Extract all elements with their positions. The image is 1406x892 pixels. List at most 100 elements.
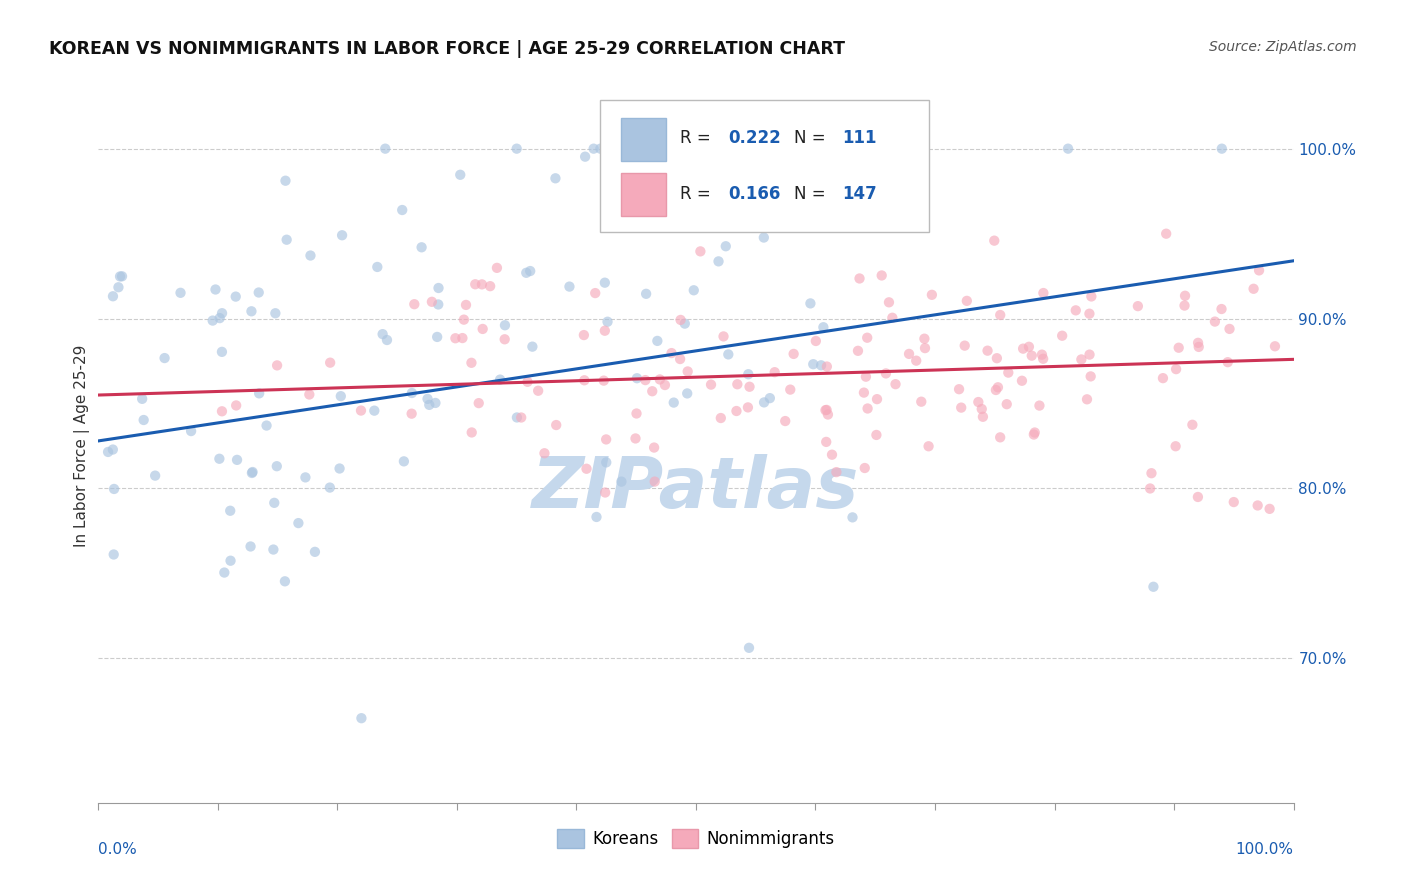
Point bbox=[219, 504, 242, 518]
Point bbox=[870, 268, 893, 283]
Point bbox=[1142, 580, 1164, 594]
Point bbox=[180, 424, 202, 438]
Point bbox=[1139, 482, 1161, 496]
FancyBboxPatch shape bbox=[620, 173, 666, 216]
Point bbox=[479, 279, 502, 293]
Point bbox=[995, 397, 1018, 411]
Point bbox=[471, 277, 494, 292]
Point bbox=[815, 359, 838, 374]
Point bbox=[263, 496, 285, 510]
Point bbox=[471, 322, 494, 336]
Point bbox=[825, 465, 848, 479]
Point bbox=[103, 548, 125, 562]
Point bbox=[219, 554, 242, 568]
Point bbox=[404, 297, 426, 311]
Point bbox=[319, 356, 342, 370]
Point bbox=[522, 340, 544, 354]
Point bbox=[725, 377, 748, 392]
Point bbox=[391, 202, 413, 217]
Point bbox=[1012, 342, 1035, 356]
Point bbox=[1174, 289, 1197, 303]
Point bbox=[593, 276, 616, 290]
Point bbox=[640, 169, 662, 183]
Point bbox=[759, 391, 782, 405]
Point bbox=[546, 417, 568, 432]
Point bbox=[810, 359, 832, 373]
Point bbox=[676, 364, 699, 378]
Point bbox=[330, 228, 353, 243]
Point bbox=[984, 383, 1007, 397]
Point bbox=[1011, 374, 1033, 388]
Point bbox=[453, 312, 475, 326]
Point bbox=[169, 285, 191, 300]
Point bbox=[856, 331, 879, 345]
Point bbox=[953, 338, 976, 352]
Point bbox=[132, 413, 155, 427]
Point bbox=[669, 313, 692, 327]
Point bbox=[544, 171, 567, 186]
Point bbox=[299, 248, 322, 262]
Point bbox=[1264, 339, 1286, 353]
Point bbox=[425, 396, 447, 410]
Point bbox=[1173, 299, 1195, 313]
Point bbox=[247, 386, 270, 401]
Point bbox=[898, 347, 921, 361]
Point bbox=[773, 414, 796, 428]
Point bbox=[972, 409, 994, 424]
Point bbox=[689, 244, 711, 259]
Point bbox=[1211, 142, 1233, 156]
Point bbox=[801, 357, 824, 371]
Point bbox=[201, 313, 224, 327]
Point bbox=[910, 394, 932, 409]
Point bbox=[921, 288, 943, 302]
Point bbox=[948, 382, 970, 396]
Point bbox=[1187, 490, 1209, 504]
Point bbox=[654, 378, 676, 392]
Point bbox=[375, 333, 398, 347]
Point bbox=[641, 384, 664, 399]
Point bbox=[108, 269, 131, 284]
Point bbox=[371, 327, 394, 342]
Point bbox=[153, 351, 176, 365]
Point bbox=[1050, 328, 1073, 343]
Point bbox=[644, 475, 666, 489]
Point bbox=[1032, 286, 1054, 301]
Point bbox=[1243, 282, 1265, 296]
Point bbox=[1223, 495, 1246, 509]
Point bbox=[256, 418, 278, 433]
Point bbox=[711, 201, 734, 215]
Point bbox=[1152, 371, 1174, 385]
Point bbox=[950, 401, 973, 415]
Point bbox=[738, 380, 761, 394]
Point bbox=[648, 372, 671, 386]
Point bbox=[841, 510, 863, 524]
Point bbox=[1070, 352, 1092, 367]
Point bbox=[865, 428, 887, 442]
Point bbox=[298, 387, 321, 401]
Point bbox=[875, 367, 897, 381]
Point bbox=[849, 192, 872, 206]
Point bbox=[464, 277, 486, 292]
Text: N =: N = bbox=[794, 129, 831, 147]
Point bbox=[319, 481, 342, 495]
Text: ZIPatlas: ZIPatlas bbox=[533, 454, 859, 524]
Point bbox=[527, 384, 550, 398]
Point bbox=[967, 395, 990, 409]
Point bbox=[983, 234, 1005, 248]
Point bbox=[294, 470, 316, 484]
Point bbox=[572, 328, 595, 343]
Point bbox=[506, 410, 529, 425]
Point bbox=[494, 332, 516, 346]
Point bbox=[595, 455, 617, 469]
Point bbox=[204, 283, 226, 297]
Point bbox=[329, 389, 352, 403]
Point bbox=[737, 368, 759, 382]
Point bbox=[1204, 315, 1226, 329]
Point bbox=[411, 240, 433, 254]
Point bbox=[506, 142, 529, 156]
Point bbox=[363, 403, 385, 417]
Point bbox=[451, 331, 474, 345]
Point bbox=[558, 279, 581, 293]
Point bbox=[247, 285, 270, 300]
Point bbox=[682, 283, 704, 297]
